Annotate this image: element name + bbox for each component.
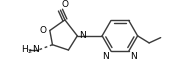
- Text: O: O: [61, 0, 68, 9]
- Text: N: N: [79, 31, 86, 40]
- Text: O: O: [39, 26, 46, 35]
- Text: N: N: [103, 52, 109, 61]
- Text: H$_2$N: H$_2$N: [20, 44, 40, 56]
- Text: N: N: [131, 52, 137, 61]
